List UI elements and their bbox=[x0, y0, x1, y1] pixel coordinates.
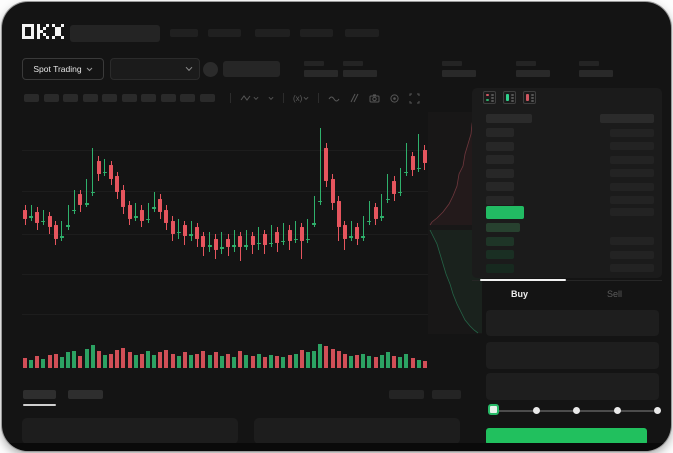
stat-group bbox=[516, 61, 556, 78]
compare-icon[interactable] bbox=[349, 93, 360, 103]
tab-buy[interactable]: Buy bbox=[472, 279, 567, 306]
bottom-tab[interactable] bbox=[68, 390, 103, 399]
last-price-amount bbox=[610, 208, 654, 216]
price-field[interactable] bbox=[486, 310, 659, 336]
book-asks-icon[interactable] bbox=[523, 91, 536, 104]
order-book-header-amount bbox=[600, 114, 654, 123]
bottom-action-placeholder[interactable] bbox=[432, 390, 461, 399]
stat-group bbox=[442, 61, 482, 78]
nav-item[interactable] bbox=[300, 29, 333, 37]
volume-bars bbox=[22, 342, 428, 368]
divider bbox=[318, 93, 320, 103]
pair-name-placeholder[interactable] bbox=[223, 61, 280, 77]
timeframe-button[interactable] bbox=[102, 94, 117, 102]
slider-stop[interactable] bbox=[573, 407, 580, 414]
active-tab-underline bbox=[23, 404, 56, 406]
order-side-tabs: Buy Sell bbox=[472, 279, 662, 306]
order-book-header-price bbox=[486, 114, 532, 123]
stat-group bbox=[343, 61, 383, 78]
last-price-badge[interactable] bbox=[486, 206, 524, 219]
bottom-tab-active[interactable] bbox=[23, 390, 56, 399]
slider-stop[interactable] bbox=[613, 407, 621, 414]
bottom-action-placeholder[interactable] bbox=[389, 390, 424, 399]
buy-button[interactable] bbox=[486, 428, 647, 445]
book-bids-icon[interactable] bbox=[503, 91, 516, 104]
book-both-icon[interactable] bbox=[483, 91, 496, 104]
fullscreen-icon[interactable] bbox=[409, 93, 420, 104]
nav-item[interactable] bbox=[345, 29, 379, 37]
timeframe-button[interactable] bbox=[199, 94, 215, 102]
chevron-down-icon bbox=[185, 66, 193, 72]
slider-stop[interactable] bbox=[532, 407, 540, 414]
orders-panel-placeholder bbox=[254, 418, 460, 444]
divider bbox=[283, 93, 284, 103]
timeframe-button[interactable] bbox=[160, 94, 176, 102]
slider-handle[interactable] bbox=[488, 404, 499, 415]
coin-avatar bbox=[203, 62, 218, 77]
frame-bezel bbox=[2, 443, 671, 451]
divider bbox=[230, 93, 231, 103]
okx-logo bbox=[22, 24, 64, 39]
amount-field[interactable] bbox=[486, 342, 659, 369]
timeframe-button[interactable] bbox=[43, 94, 59, 102]
chevron-down-icon bbox=[86, 67, 92, 71]
chart-tools: (x) bbox=[230, 90, 420, 106]
line-style-icon[interactable] bbox=[328, 94, 340, 102]
timeframe-button[interactable] bbox=[63, 94, 78, 102]
candle-style-icon[interactable] bbox=[240, 93, 259, 103]
nav-item[interactable] bbox=[208, 29, 241, 37]
settings-icon[interactable] bbox=[389, 93, 400, 104]
nav-item[interactable] bbox=[255, 29, 290, 37]
timeframe-button[interactable] bbox=[121, 94, 137, 102]
timeframe-button[interactable] bbox=[24, 94, 39, 102]
stat-group bbox=[579, 61, 619, 78]
search-input[interactable] bbox=[70, 25, 160, 42]
timeframe-button[interactable] bbox=[82, 94, 98, 102]
slider-stop[interactable] bbox=[654, 407, 661, 414]
active-tab-indicator bbox=[480, 279, 566, 281]
market-type-selector[interactable]: Spot Trading bbox=[22, 58, 104, 80]
nav-item[interactable] bbox=[170, 29, 198, 37]
total-field[interactable] bbox=[486, 373, 659, 400]
indicators-icon[interactable]: (x) bbox=[293, 94, 309, 103]
stat-group bbox=[304, 61, 344, 78]
pair-dropdown[interactable] bbox=[110, 58, 200, 80]
market-type-label: Spot Trading bbox=[33, 64, 82, 74]
candlestick-chart bbox=[22, 112, 428, 334]
orders-panel-placeholder bbox=[22, 418, 238, 444]
chevron-down-icon[interactable] bbox=[268, 96, 274, 101]
camera-icon[interactable] bbox=[369, 93, 380, 103]
tab-sell[interactable]: Sell bbox=[606, 288, 622, 299]
timeframe-button[interactable] bbox=[180, 94, 195, 102]
timeframe-button[interactable] bbox=[141, 94, 156, 102]
